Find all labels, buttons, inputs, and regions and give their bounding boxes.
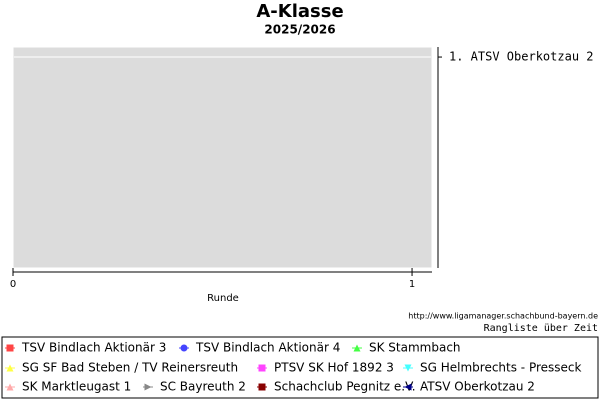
x-axis-label: Runde — [207, 293, 239, 304]
chart-subtitle: 2025/2026 — [264, 23, 335, 37]
legend-marker — [144, 383, 152, 391]
x-tick-label: 0 — [10, 279, 16, 290]
legend-marker — [6, 383, 14, 391]
legend-label: SK Stammbach — [369, 341, 461, 355]
legend-marker — [6, 364, 14, 372]
legend-marker — [404, 364, 412, 372]
legend-label: SG Helmbrechts - Presseck — [420, 361, 582, 375]
footer: Rangliste über Zeit — [484, 323, 598, 334]
legend — [1, 336, 599, 399]
chart-title: A-Klasse — [256, 1, 343, 22]
legend-marker — [404, 383, 412, 391]
legend-marker — [258, 383, 266, 391]
legend-marker — [6, 344, 14, 352]
y2-tick-label: 1. ATSV Oberkotzau 2 — [449, 50, 594, 64]
legend-label: Schachclub Pegnitz e.V. — [274, 380, 416, 394]
legend-label: SK Marktleugast 1 — [22, 380, 131, 394]
legend-marker — [353, 344, 361, 352]
legend-label: SC Bayreuth 2 — [160, 380, 246, 394]
legend-label: ATSV Oberkotzau 2 — [420, 380, 535, 394]
legend-label: TSV Bindlach Aktionär 3 — [21, 341, 166, 355]
legend-label: SG SF Bad Steben / TV Reinersreuth — [22, 361, 238, 375]
source: http://www.ligamanager.schachbund-bayern… — [408, 312, 598, 321]
plot-area — [12, 46, 433, 269]
legend-label: TSV Bindlach Aktionär 4 — [195, 341, 340, 355]
x-tick-label: 1 — [409, 279, 415, 290]
legend-marker — [258, 364, 266, 372]
legend-marker — [180, 344, 188, 352]
legend-label: PTSV SK Hof 1892 3 — [274, 361, 394, 375]
